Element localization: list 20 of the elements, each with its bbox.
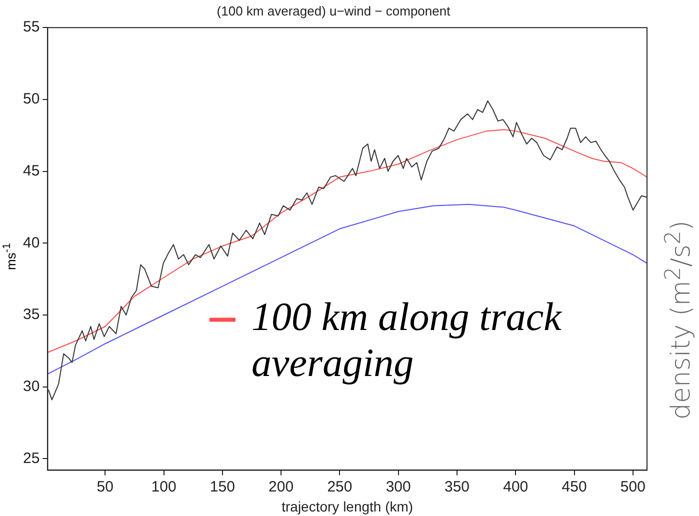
y-tick-label: 45: [22, 162, 40, 180]
x-tick-label: 250: [327, 478, 352, 496]
y-tick-label: 30: [22, 378, 40, 395]
y-tick-label: 35: [22, 306, 40, 324]
y-tick-label: 50: [22, 90, 40, 108]
x-tick-label: 350: [444, 478, 470, 496]
y-tick-label: 40: [22, 234, 40, 252]
x-tick-label: 500: [620, 478, 646, 496]
x-tick-label: 300: [386, 478, 411, 496]
x-tick-label: 200: [268, 478, 294, 496]
x-tick-label: 450: [562, 478, 587, 496]
y-tick-label: 25: [22, 450, 40, 467]
legend-label: 100 km along track averaging: [252, 294, 563, 386]
x-axis-title: trajectory length (km): [282, 498, 414, 514]
x-tick-label: 100: [151, 478, 176, 496]
chart-title: (100 km averaged) u−wind − component: [216, 3, 451, 18]
y-tick-label: 55: [22, 18, 40, 36]
x-tick-label: 400: [503, 478, 528, 496]
x-tick-label: 150: [210, 478, 235, 496]
x-tick-label: 50: [96, 478, 114, 496]
